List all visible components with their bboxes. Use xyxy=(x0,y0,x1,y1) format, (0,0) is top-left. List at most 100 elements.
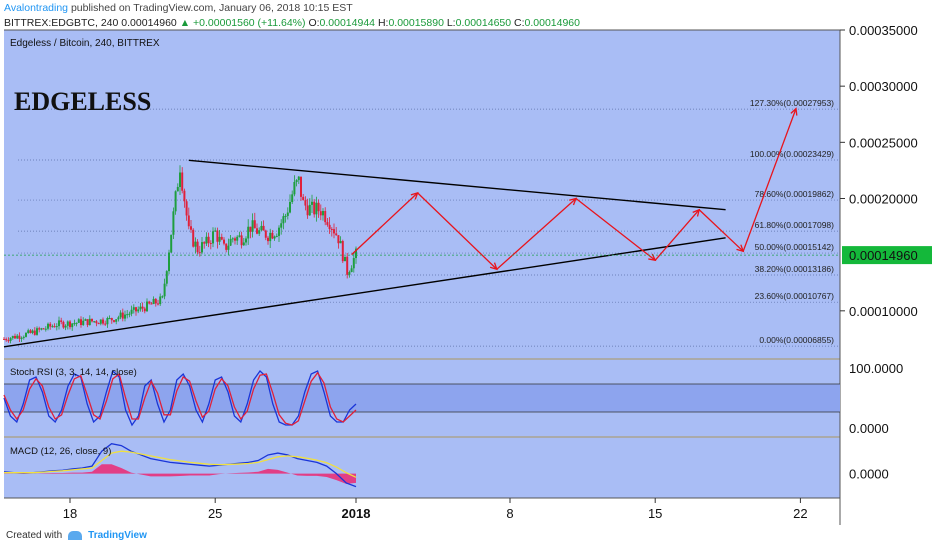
candle-body xyxy=(315,202,318,215)
candle-body xyxy=(44,328,47,330)
candle-body xyxy=(240,235,243,246)
candle-body xyxy=(47,323,49,329)
candle-body xyxy=(245,238,247,243)
chart-canvas[interactable]: 127.30%(0.00027953) 100.00%(0.00023429) 78… xyxy=(0,0,932,530)
candle-body xyxy=(143,308,146,312)
candle-body xyxy=(302,196,305,201)
candle-body xyxy=(176,186,179,192)
candle-body xyxy=(132,307,135,310)
candle-body xyxy=(326,222,329,225)
candle-body xyxy=(108,318,111,320)
macd-y-tick-label: 0.0000 xyxy=(849,467,889,482)
candle-body xyxy=(119,312,122,318)
projection-arrow-segment xyxy=(698,209,744,252)
pane-legend: Edgeless / Bitcoin, 240, BITTREX xyxy=(10,38,160,49)
macd-pane[interactable] xyxy=(4,438,840,498)
price-value: 0.00014960 xyxy=(121,17,177,29)
candle-body xyxy=(117,317,120,320)
candle-body xyxy=(183,190,186,202)
candle-body xyxy=(194,241,197,247)
candle-body xyxy=(3,338,5,340)
candle-body xyxy=(209,243,212,245)
author-link[interactable]: Avalontrading xyxy=(4,2,69,14)
candle-body xyxy=(196,241,199,253)
candle-body xyxy=(256,228,258,234)
candle-body xyxy=(280,223,283,228)
price-pane[interactable] xyxy=(4,30,840,358)
candle-body xyxy=(86,319,89,326)
candle-body xyxy=(97,323,100,325)
candle-body xyxy=(258,230,261,234)
fib-level-label: 23.60%(0.00010767) xyxy=(755,291,835,301)
candle-body xyxy=(14,335,16,339)
publish-line: Avalontrading published on TradingView.c… xyxy=(4,2,353,14)
candle-body xyxy=(231,238,234,240)
close-label: C: xyxy=(514,17,525,29)
candle-body xyxy=(319,211,322,216)
low-value: 0.00014650 xyxy=(455,17,512,29)
candle-body xyxy=(286,212,289,216)
tradingview-brand[interactable]: TradingView xyxy=(88,530,147,541)
candle-body xyxy=(300,176,302,197)
candle-body xyxy=(214,230,217,232)
candle-body xyxy=(163,283,166,297)
candle-body xyxy=(317,202,320,212)
candle-body xyxy=(355,248,357,259)
candle-body xyxy=(308,204,311,216)
candle-body xyxy=(216,230,219,242)
candle-body xyxy=(203,242,206,244)
candle-body xyxy=(260,225,263,231)
candle-body xyxy=(135,307,137,312)
triangle-trendline xyxy=(188,159,726,211)
candle-body xyxy=(80,319,82,326)
stoch-y-tick-label: 100.0000 xyxy=(849,361,903,376)
candle-body xyxy=(5,338,8,341)
candle-body xyxy=(25,333,27,337)
candle-body xyxy=(238,235,241,237)
candle-body xyxy=(348,272,351,275)
candle-body xyxy=(282,216,285,224)
candle-body xyxy=(227,245,230,250)
candle-body xyxy=(69,321,71,328)
x-tick-label: 8 xyxy=(506,506,513,521)
candle-body xyxy=(121,312,124,319)
candle-body xyxy=(190,226,192,230)
candle-body xyxy=(297,176,300,181)
candle-body xyxy=(236,236,239,241)
candle-body xyxy=(73,323,76,325)
candle-body xyxy=(113,320,115,322)
fib-level-label: 61.80%(0.00017098) xyxy=(755,220,835,230)
candle-body xyxy=(31,330,34,333)
candle-body xyxy=(267,237,269,242)
candle-body xyxy=(88,318,91,326)
candle-body xyxy=(126,314,129,316)
candle-body xyxy=(157,303,159,305)
candle-body xyxy=(264,230,267,238)
candle-body xyxy=(330,228,333,230)
candle-body xyxy=(198,252,201,254)
candle-body xyxy=(102,319,104,324)
x-tick-label: 15 xyxy=(648,506,662,521)
candle-body xyxy=(106,318,109,325)
candle-body xyxy=(242,242,245,246)
candle-body xyxy=(212,231,214,244)
footer: Created with TradingView xyxy=(6,530,147,541)
candle-body xyxy=(55,326,58,328)
candle-body xyxy=(333,229,335,234)
candle-body xyxy=(124,314,126,319)
x-tick-label: 18 xyxy=(63,506,77,521)
candle-body xyxy=(306,205,309,216)
candle-body xyxy=(322,211,324,216)
candle-body xyxy=(36,328,38,335)
x-tick-label: 22 xyxy=(793,506,807,521)
candle-body xyxy=(304,200,307,206)
candle-body xyxy=(42,328,45,330)
candle-body xyxy=(234,238,236,241)
candle-body xyxy=(295,180,298,182)
candle-body xyxy=(289,202,291,213)
candle-body xyxy=(159,296,162,305)
candle-body xyxy=(128,313,131,315)
candle-body xyxy=(49,323,52,327)
stoch-series-line xyxy=(3,369,357,427)
candle-body xyxy=(154,298,157,304)
